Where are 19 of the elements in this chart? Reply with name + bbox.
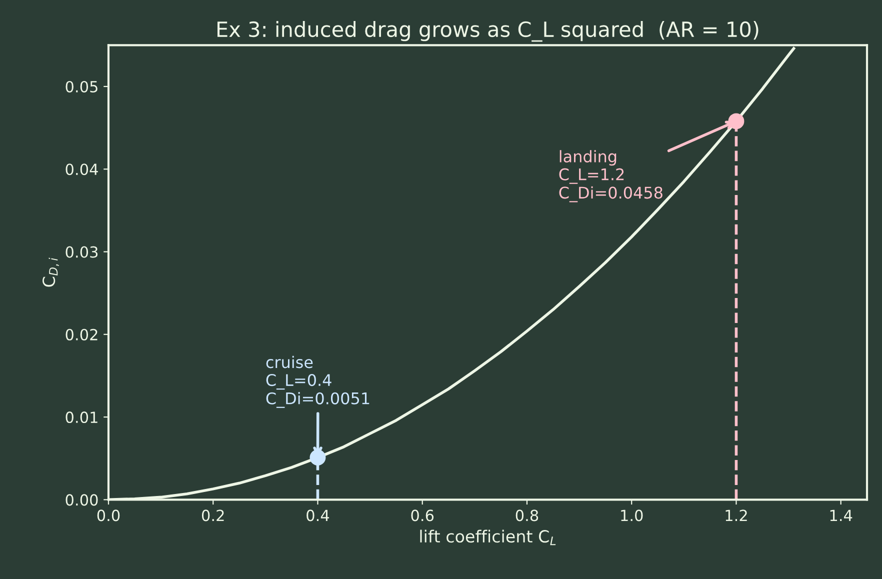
x-tick-label: 1.2 [726, 510, 747, 522]
x-tick-label: 1.0 [621, 510, 643, 522]
y-tick-label: 0.02 [66, 328, 98, 340]
chart-title: Ex 3: induced drag grows as C_L squared (AR = 10) [217, 21, 758, 42]
annotation: landing C_L=1.2 C_Di=0.0458 [559, 150, 662, 202]
y-tick-label: 0.04 [66, 164, 98, 176]
x-tick-label: 0.8 [516, 510, 538, 522]
y-axis-title: C$_{D,i}$ [42, 258, 59, 287]
annotation: cruise C_L=0.4 C_Di=0.0051 [266, 356, 370, 408]
y-tick-label: 0.03 [66, 246, 98, 258]
y-tick-label: 0.00 [66, 494, 98, 506]
x-tick-label: 0.0 [97, 510, 120, 522]
y-tick-label: 0.01 [66, 412, 98, 424]
y-tick-label: 0.05 [66, 80, 98, 93]
x-tick-label: 0.4 [306, 510, 330, 522]
x-tick-label: 0.2 [202, 510, 224, 522]
x-tick-label: 1.4 [830, 510, 852, 522]
x-tick-label: 0.6 [411, 510, 434, 522]
x-axis-title: lift coefficient C$_{L}$ [420, 530, 556, 546]
